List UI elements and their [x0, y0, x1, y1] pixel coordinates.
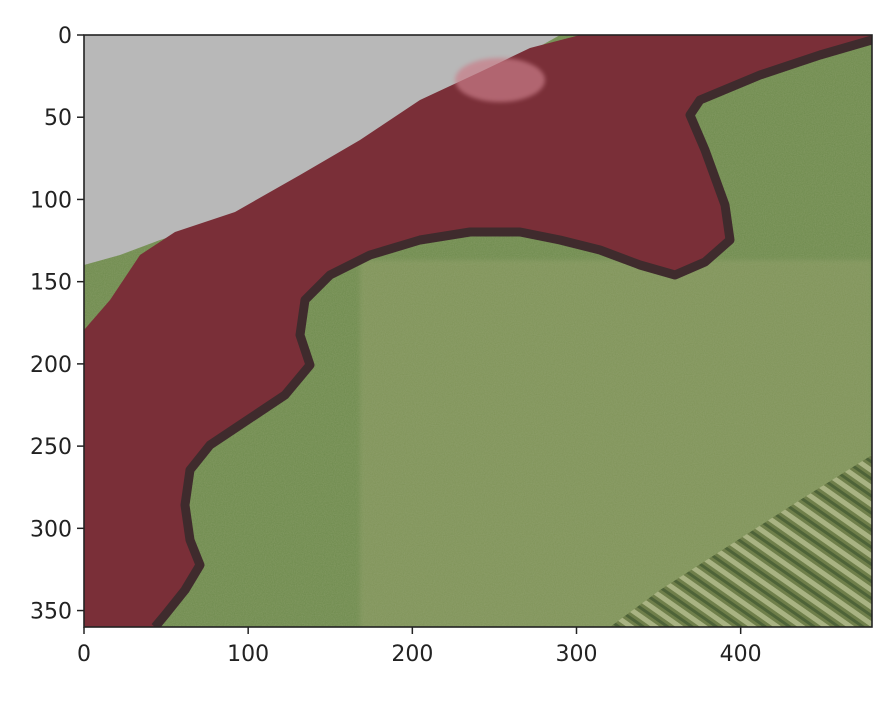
shrub-mask-region	[84, 35, 872, 627]
y-tick-label: 300	[30, 517, 72, 542]
y-tick-label: 50	[44, 106, 72, 131]
y-axis: 0 50 100 150 200 250 300 350	[30, 24, 84, 625]
y-tick-label: 150	[30, 271, 72, 296]
x-axis: 0 100 200 300 400	[77, 627, 762, 667]
x-tick-label: 300	[556, 642, 598, 667]
y-tick-label: 0	[58, 24, 72, 49]
segmentation-image	[84, 35, 872, 627]
bright-patch	[455, 58, 545, 102]
mask-boundary-edge	[151, 35, 872, 627]
x-tick-label: 100	[227, 642, 269, 667]
y-tick-label: 350	[30, 600, 72, 625]
y-tick-label: 200	[30, 353, 72, 378]
y-tick-label: 100	[30, 188, 72, 213]
x-tick-label: 400	[720, 642, 762, 667]
x-tick-label: 200	[391, 642, 433, 667]
x-tick-label: 0	[77, 642, 91, 667]
striped-artifact	[610, 455, 872, 627]
y-tick-label: 250	[30, 435, 72, 460]
plot-frame	[83, 34, 873, 628]
